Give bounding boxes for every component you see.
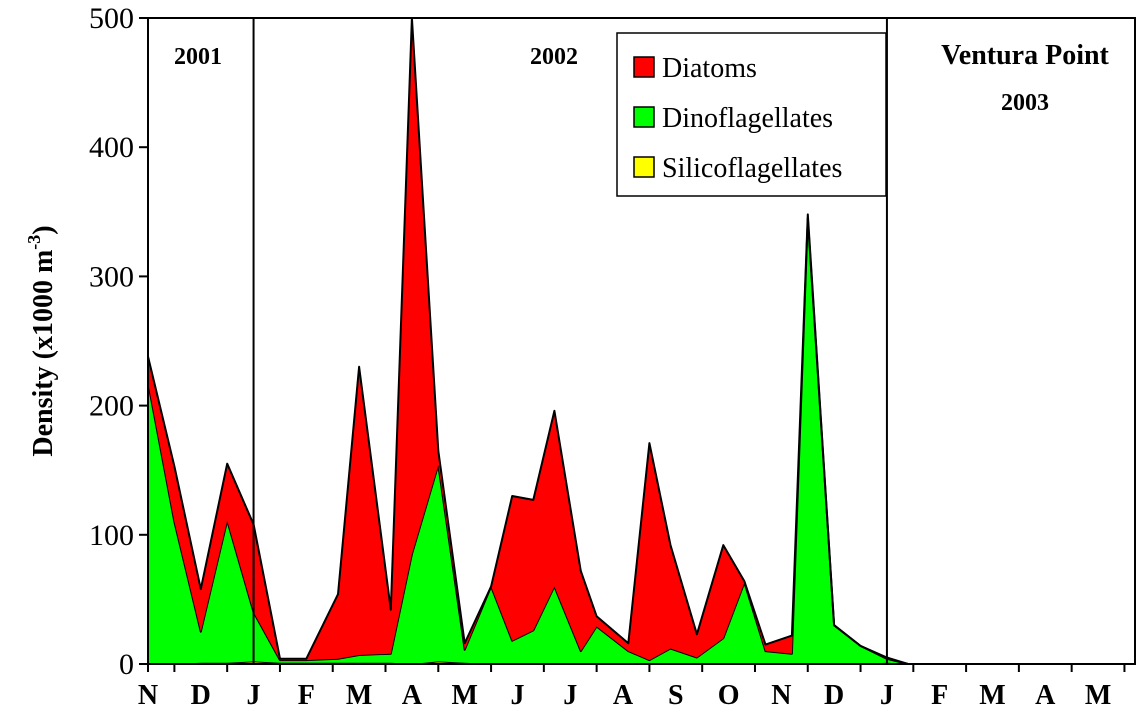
x-tick-label-15: F bbox=[931, 680, 948, 711]
y-tick-label-400: 400 bbox=[89, 131, 134, 164]
x-tick-label-9: A bbox=[613, 680, 634, 711]
y-tick-label-300: 300 bbox=[89, 260, 134, 293]
legend: Diatoms Dinoflagellates Silicoflagellate… bbox=[616, 32, 887, 197]
x-tick-label-8: J bbox=[563, 680, 577, 711]
x-tick-label-5: A bbox=[402, 680, 423, 711]
plot-area-frame bbox=[147, 17, 1136, 665]
area-dinoflagellates bbox=[148, 218, 1135, 664]
legend-swatch-dinoflagellates bbox=[633, 106, 655, 128]
year-label-2002: 2002 bbox=[530, 44, 578, 70]
y-tick-label-100: 100 bbox=[89, 519, 134, 552]
x-tick-label-0: N bbox=[138, 680, 158, 711]
y-tick-label-200: 200 bbox=[89, 390, 134, 423]
site-label: Ventura Point bbox=[941, 40, 1109, 71]
x-tick-label-6: M bbox=[451, 680, 477, 711]
legend-swatch-diatoms bbox=[633, 56, 655, 78]
y-axis: 0 100 200 300 400 500 bbox=[89, 2, 148, 681]
legend-label-dinoflagellates: Dinoflagellates bbox=[662, 103, 833, 134]
legend-label-silicoflagellates: Silicoflagellates bbox=[662, 153, 842, 184]
x-tick-label-14: J bbox=[880, 680, 894, 711]
x-tick-label-11: O bbox=[718, 680, 740, 711]
x-tick-label-7: J bbox=[510, 680, 524, 711]
y-axis-label-exponent: -3 bbox=[24, 235, 44, 250]
year-label-2001: 2001 bbox=[174, 44, 222, 70]
y-tick-label-500: 500 bbox=[89, 2, 134, 35]
x-tick-label-18: M bbox=[1085, 680, 1111, 711]
x-tick-label-17: A bbox=[1035, 680, 1056, 711]
y-tick-label-0: 0 bbox=[119, 648, 134, 681]
year-dividers bbox=[252, 18, 888, 664]
x-tick-label-1: D bbox=[191, 680, 211, 711]
legend-box bbox=[616, 32, 887, 197]
year-label-2003: 2003 bbox=[1001, 90, 1049, 116]
x-tick-label-16: M bbox=[979, 680, 1005, 711]
legend-label-diatoms: Diatoms bbox=[662, 53, 757, 84]
x-tick-label-2: J bbox=[247, 680, 261, 711]
x-tick-label-3: F bbox=[298, 680, 315, 711]
x-tick-label-12: N bbox=[771, 680, 791, 711]
x-tick-label-10: S bbox=[668, 680, 684, 711]
y-axis-label: Density (x1000 m-3) bbox=[24, 225, 59, 456]
x-tick-label-13: D bbox=[824, 680, 844, 711]
area-diatoms-outline bbox=[148, 18, 1135, 664]
legend-swatch-silicoflagellates bbox=[633, 156, 655, 178]
x-tick-label-4: M bbox=[346, 680, 372, 711]
